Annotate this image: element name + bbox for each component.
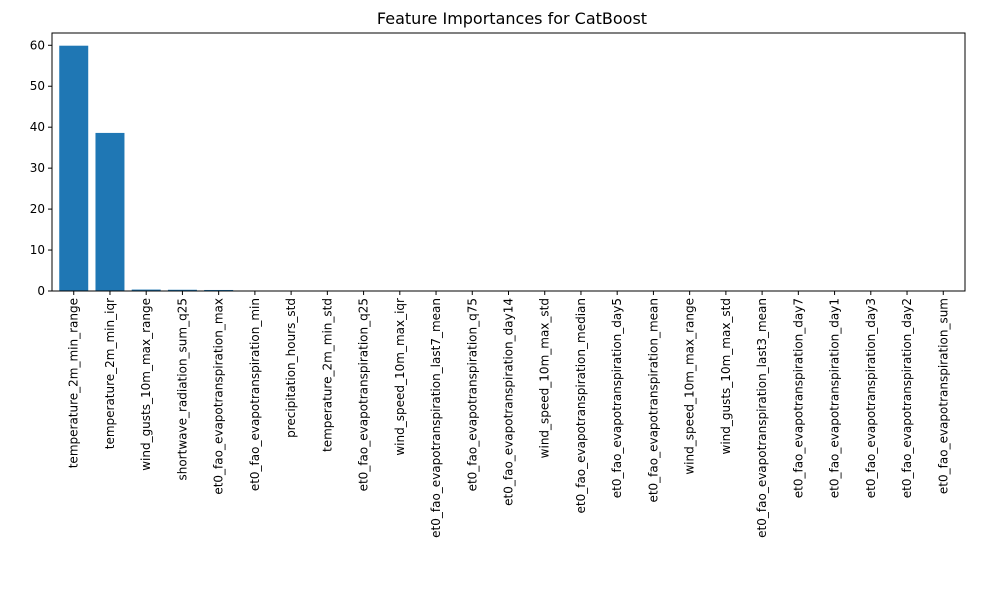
x-tick-label: precipitation_hours_std [284,298,298,438]
y-tick-label: 30 [30,161,45,175]
y-tick-label: 0 [37,284,45,298]
plot-frame [51,32,966,292]
chart-title: Feature Importances for CatBoost [377,9,647,28]
bars-group [59,45,958,292]
y-tick-label: 10 [30,243,45,257]
x-tick-label: wind_speed_10m_max_iqr [393,298,407,456]
x-tick-label: et0_fao_evapotranspiration_day3 [864,298,878,498]
x-tick-label: et0_fao_evapotranspiration_day5 [610,298,624,498]
x-tick-label: shortwave_radiation_sum_q25 [175,298,189,481]
x-tick-label: wind_gusts_10m_max_range [139,298,153,471]
x-tick-label: wind_speed_10m_max_range [683,298,697,475]
x-axis-ticks: temperature_2m_min_range temperature_2m_m… [67,291,950,538]
x-tick-label: et0_fao_evapotranspiration_median [574,298,588,514]
x-tick-label: temperature_2m_min_range [67,298,81,468]
x-tick-label: temperature_2m_min_std [320,298,334,452]
y-tick-label: 50 [30,79,45,93]
x-tick-label: et0_fao_evapotranspiration_last7_mean [429,298,443,538]
x-tick-label: et0_fao_evapotranspiration_last3_mean [755,298,769,538]
bar-shortwave-radiation-sum-q25 [167,289,197,291]
x-tick-label: et0_fao_evapotranspiration_q75 [465,298,479,491]
x-tick-label: et0_fao_evapotranspiration_max [212,298,226,495]
x-tick-label: et0_fao_evapotranspiration_min [248,298,262,491]
y-tick-label: 40 [30,120,45,134]
x-tick-label: temperature_2m_min_iqr [103,298,117,449]
x-tick-label: et0_fao_evapotranspiration_q25 [357,298,371,491]
bar-temperature-2m-min-range [59,45,89,292]
y-axis-ticks: 0 10 20 30 40 50 60 [30,38,52,298]
y-tick-label: 20 [30,202,45,216]
bar-wind-gusts-10m-max-range [131,289,161,291]
x-tick-label: et0_fao_evapotranspiration_mean [646,298,660,503]
x-tick-label: et0_fao_evapotranspiration_day7 [791,298,805,498]
x-tick-label: et0_fao_evapotranspiration_day2 [900,298,914,498]
y-tick-label: 60 [30,38,45,52]
x-tick-label: et0_fao_evapotranspiration_sum [936,298,950,494]
x-tick-label: et0_fao_evapotranspiration_day14 [502,298,516,506]
x-tick-label: et0_fao_evapotranspiration_day1 [828,298,842,498]
x-tick-label: wind_speed_10m_max_std [538,298,552,458]
bar-temperature-2m-min-iqr [95,132,125,291]
bar-et0-fao-evapotranspiration-max [204,289,234,291]
x-tick-label: wind_gusts_10m_max_std [719,298,733,454]
